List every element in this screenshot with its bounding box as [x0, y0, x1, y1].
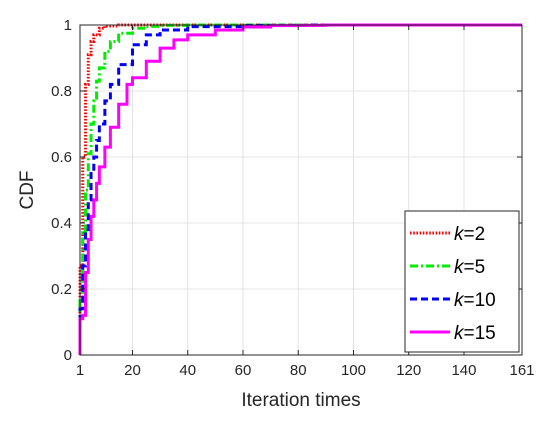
x-axis-label: Iteration times — [241, 390, 360, 411]
y-tick-label: 0.4 — [51, 215, 72, 232]
legend: k=2k=5k=10k=15 — [404, 210, 520, 353]
axes-box — [79, 24, 523, 356]
axes-frame — [79, 24, 523, 356]
legend-label-value: =10 — [464, 290, 496, 311]
legend-label-value: =2 — [464, 224, 486, 245]
y-tick-label: 0 — [64, 347, 72, 364]
x-tick-label: 120 — [396, 362, 421, 379]
legend-label: k=10 — [454, 290, 496, 311]
legend-label-var: k — [454, 290, 465, 311]
y-tick-label: 0.6 — [51, 149, 72, 166]
legend-label: k=2 — [454, 224, 485, 245]
legend-label-var: k — [454, 323, 465, 344]
y-axis-label: CDF — [17, 170, 38, 209]
legend-label-var: k — [454, 224, 465, 245]
x-tick-label: 1 — [76, 362, 84, 379]
legend-label-var: k — [454, 257, 465, 278]
legend-label-value: =5 — [464, 257, 486, 278]
y-axis-ticks: 0 0.2 0.4 0.6 0.8 1 — [51, 17, 522, 364]
x-tick-label: 140 — [451, 362, 476, 379]
x-tick-label: 80 — [290, 362, 307, 379]
y-tick-label: 0.2 — [51, 281, 72, 298]
x-tick-label: 40 — [179, 362, 196, 379]
y-tick-label: 1 — [64, 17, 72, 34]
y-tick-label: 0.8 — [51, 83, 72, 100]
series-line-k-5 — [78, 23, 522, 355]
x-tick-label: 161 — [509, 362, 534, 379]
x-axis-ticks: 1 20 40 60 80 100 120 140 161 — [76, 25, 535, 379]
legend-label-value: =15 — [464, 323, 496, 344]
legend-label: k=5 — [454, 257, 485, 278]
legend-label: k=15 — [454, 323, 496, 344]
series-line-k-2 — [78, 23, 522, 355]
x-tick-label: 100 — [341, 362, 366, 379]
x-tick-label: 60 — [235, 362, 252, 379]
x-tick-label: 20 — [124, 362, 141, 379]
